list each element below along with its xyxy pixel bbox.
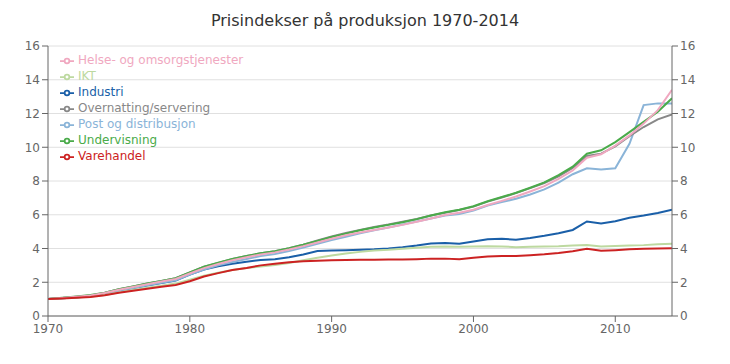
html-text:Post og distribusjon: Post og distribusjon <box>78 117 196 131</box>
svg-text:4: 4 <box>32 242 40 256</box>
svg-text:0: 0 <box>680 309 688 323</box>
html-text:Industri: Industri <box>78 85 124 99</box>
svg-text:4: 4 <box>680 242 688 256</box>
svg-text:2: 2 <box>680 276 688 290</box>
svg-text:1980: 1980 <box>175 322 206 336</box>
html-text:IKT: IKT <box>78 69 96 83</box>
svg-text:10: 10 <box>680 141 695 155</box>
svg-text:16: 16 <box>25 39 40 53</box>
html-text:Varehandel: Varehandel <box>78 149 146 163</box>
html-text:Undervisning: Undervisning <box>78 133 158 147</box>
svg-text:6: 6 <box>680 208 688 222</box>
svg-text:14: 14 <box>25 73 40 87</box>
svg-text:12: 12 <box>25 107 40 121</box>
svg-text:0: 0 <box>32 309 40 323</box>
svg-text:2010: 2010 <box>600 322 631 336</box>
svg-text:14: 14 <box>680 73 695 87</box>
svg-text:8: 8 <box>32 174 40 188</box>
svg-text:1970: 1970 <box>33 322 64 336</box>
svg-text:8: 8 <box>680 174 688 188</box>
svg-text:2000: 2000 <box>458 322 489 336</box>
html-text:Prisindekser på produksjon 197: Prisindekser på produksjon 1970-2014 <box>210 11 520 30</box>
svg-text:16: 16 <box>680 39 695 53</box>
html-text:Overnatting/servering: Overnatting/servering <box>78 101 211 115</box>
svg-text:12: 12 <box>680 107 695 121</box>
svg-text:2: 2 <box>32 276 40 290</box>
svg-text:10: 10 <box>25 141 40 155</box>
svg-text:1990: 1990 <box>316 322 347 336</box>
html-text:Helse- og omsorgstjenester: Helse- og omsorgstjenester <box>78 53 244 67</box>
svg-text:6: 6 <box>32 208 40 222</box>
